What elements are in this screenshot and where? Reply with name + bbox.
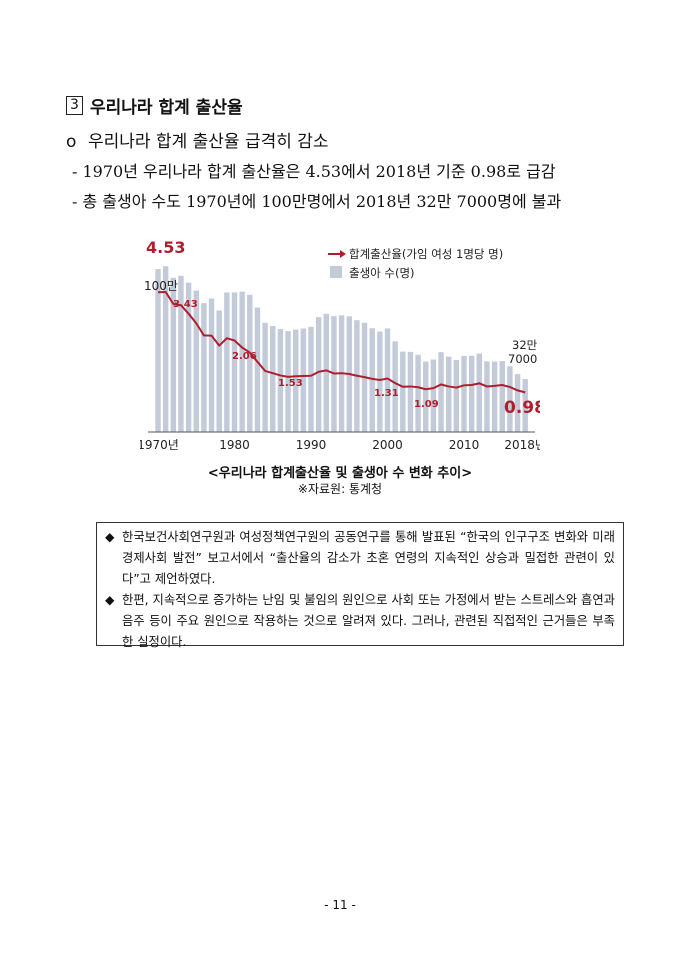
x-tick-label: 2018년 xyxy=(504,438,540,452)
rate-1975-label: 3.43 xyxy=(173,299,198,310)
births-bar xyxy=(193,290,199,432)
births-bar xyxy=(423,361,429,432)
births-bar xyxy=(247,294,253,432)
section-heading: 3 우리나라 합계 출산율 xyxy=(66,93,243,118)
figure-source: ※자료원: 통계청 xyxy=(297,482,383,496)
births-bar xyxy=(216,310,222,432)
births-bar xyxy=(170,277,176,432)
births-bar xyxy=(484,361,490,432)
births-bar xyxy=(224,292,230,432)
births-bar xyxy=(277,329,284,432)
births-bar xyxy=(453,360,460,432)
note-text-2: 한편, 지속적으로 증가하는 난임 및 불임의 원인으로 사회 또는 가정에서 … xyxy=(122,593,615,649)
x-tick-label: 2000 xyxy=(372,438,403,452)
x-tick-label: 1990 xyxy=(296,438,327,452)
births-bar xyxy=(315,317,322,432)
births-bar xyxy=(514,374,521,432)
births-bar xyxy=(415,354,421,432)
x-tick-label: 2010 xyxy=(449,438,480,452)
births-bar xyxy=(231,292,238,432)
births-bar xyxy=(468,355,475,432)
x-tick-label: 1980 xyxy=(219,438,250,452)
births-bar xyxy=(438,352,444,432)
rate-1987-label: 1.53 xyxy=(278,378,303,389)
births-bar xyxy=(461,355,467,432)
births-bar xyxy=(491,361,498,432)
fertility-rate-line xyxy=(157,290,526,394)
births-bar xyxy=(499,361,505,432)
births-bar xyxy=(270,325,276,432)
bullet-marker: o xyxy=(66,132,77,152)
page-number: - 11 - xyxy=(324,898,356,912)
rate-1983-label: 2.06 xyxy=(232,351,257,362)
births-bar xyxy=(430,359,437,432)
births-bar xyxy=(392,341,398,432)
births-bar xyxy=(208,298,215,432)
births-bar xyxy=(155,269,161,432)
figure-caption: <우리나라 합계출산율 및 출생아 수 변화 추이> xyxy=(207,466,473,481)
diamond-bullet-icon: ◆ xyxy=(105,593,115,607)
diamond-bullet-icon: ◆ xyxy=(105,530,115,544)
section-title: 우리나라 합계 출산율 xyxy=(90,98,243,118)
x-tick-label: 1970년 xyxy=(140,438,179,452)
births-bar xyxy=(522,379,528,432)
legend-arrow-icon xyxy=(340,250,346,258)
end-rate-label: 0.98 xyxy=(504,398,540,418)
fertility-chart: 1970년 1980 1990 2000 2010 2018년 합계출산율(가임 여성 1… xyxy=(140,238,540,452)
dash-item-2: - 총 출생아 수도 1970년에 100만명에서 2018년 32만 7000… xyxy=(72,192,562,211)
note-text-1: 한국보건사회연구원과 여성정책연구원의 공동연구를 통해 발표된 “한국의 인구… xyxy=(122,530,615,586)
births-bar xyxy=(178,275,184,432)
legend-rate-label: 합계출산율(가임 여성 1명당 명) xyxy=(349,247,503,261)
births-bar xyxy=(254,307,261,432)
births-bars xyxy=(155,266,528,432)
births-bar xyxy=(201,303,207,432)
births-bar xyxy=(308,326,314,432)
births-bar xyxy=(162,266,169,432)
births-bar xyxy=(446,356,452,432)
x-tick-labels: 1970년 1980 1990 2000 2010 2018년 xyxy=(140,438,540,452)
births-bar xyxy=(400,351,406,432)
births-bar xyxy=(476,353,482,432)
dash-item-1: - 1970년 우리나라 합계 출산율은 4.53에서 2018년 기준 0.9… xyxy=(72,162,556,181)
end-births-label-2: 7000 xyxy=(508,352,537,366)
end-births-label-1: 32만 xyxy=(512,338,538,352)
legend: 합계출산율(가임 여성 1명당 명) 출생아 수(명) xyxy=(328,247,503,280)
births-bar xyxy=(300,328,307,432)
births-bar xyxy=(323,313,329,432)
births-bar xyxy=(407,351,414,432)
legend-bar-swatch xyxy=(330,266,342,278)
births-bar xyxy=(507,366,513,432)
note-item: ◆ 한편, 지속적으로 증가하는 난임 및 불임의 원인으로 사회 또는 가정에… xyxy=(105,590,615,653)
legend-births-label: 출생아 수(명) xyxy=(349,266,415,280)
births-bar xyxy=(262,322,268,432)
section-number-box: 3 xyxy=(66,96,83,115)
note-item: ◆ 한국보건사회연구원과 여성정책연구원의 공동연구를 통해 발표된 “한국의 … xyxy=(105,527,615,590)
births-bar xyxy=(285,331,291,432)
bullet-line: o 우리나라 합계 출산율 급격히 감소 xyxy=(66,127,329,152)
births-bar xyxy=(369,328,375,432)
rate-2001-label: 1.31 xyxy=(374,388,399,399)
start-rate-label: 4.53 xyxy=(146,238,185,257)
rate-2005-label: 1.09 xyxy=(414,399,439,410)
births-bar xyxy=(384,328,391,432)
births-bar xyxy=(239,291,245,432)
births-bar xyxy=(185,282,192,432)
notes-box: ◆ 한국보건사회연구원과 여성정책연구원의 공동연구를 통해 발표된 “한국의 … xyxy=(96,522,624,649)
births-bar xyxy=(377,331,383,432)
births-bar xyxy=(293,329,299,432)
bullet-text: 우리나라 합계 출산율 급격히 감소 xyxy=(88,132,329,152)
start-births-label: 100만 xyxy=(144,279,178,293)
